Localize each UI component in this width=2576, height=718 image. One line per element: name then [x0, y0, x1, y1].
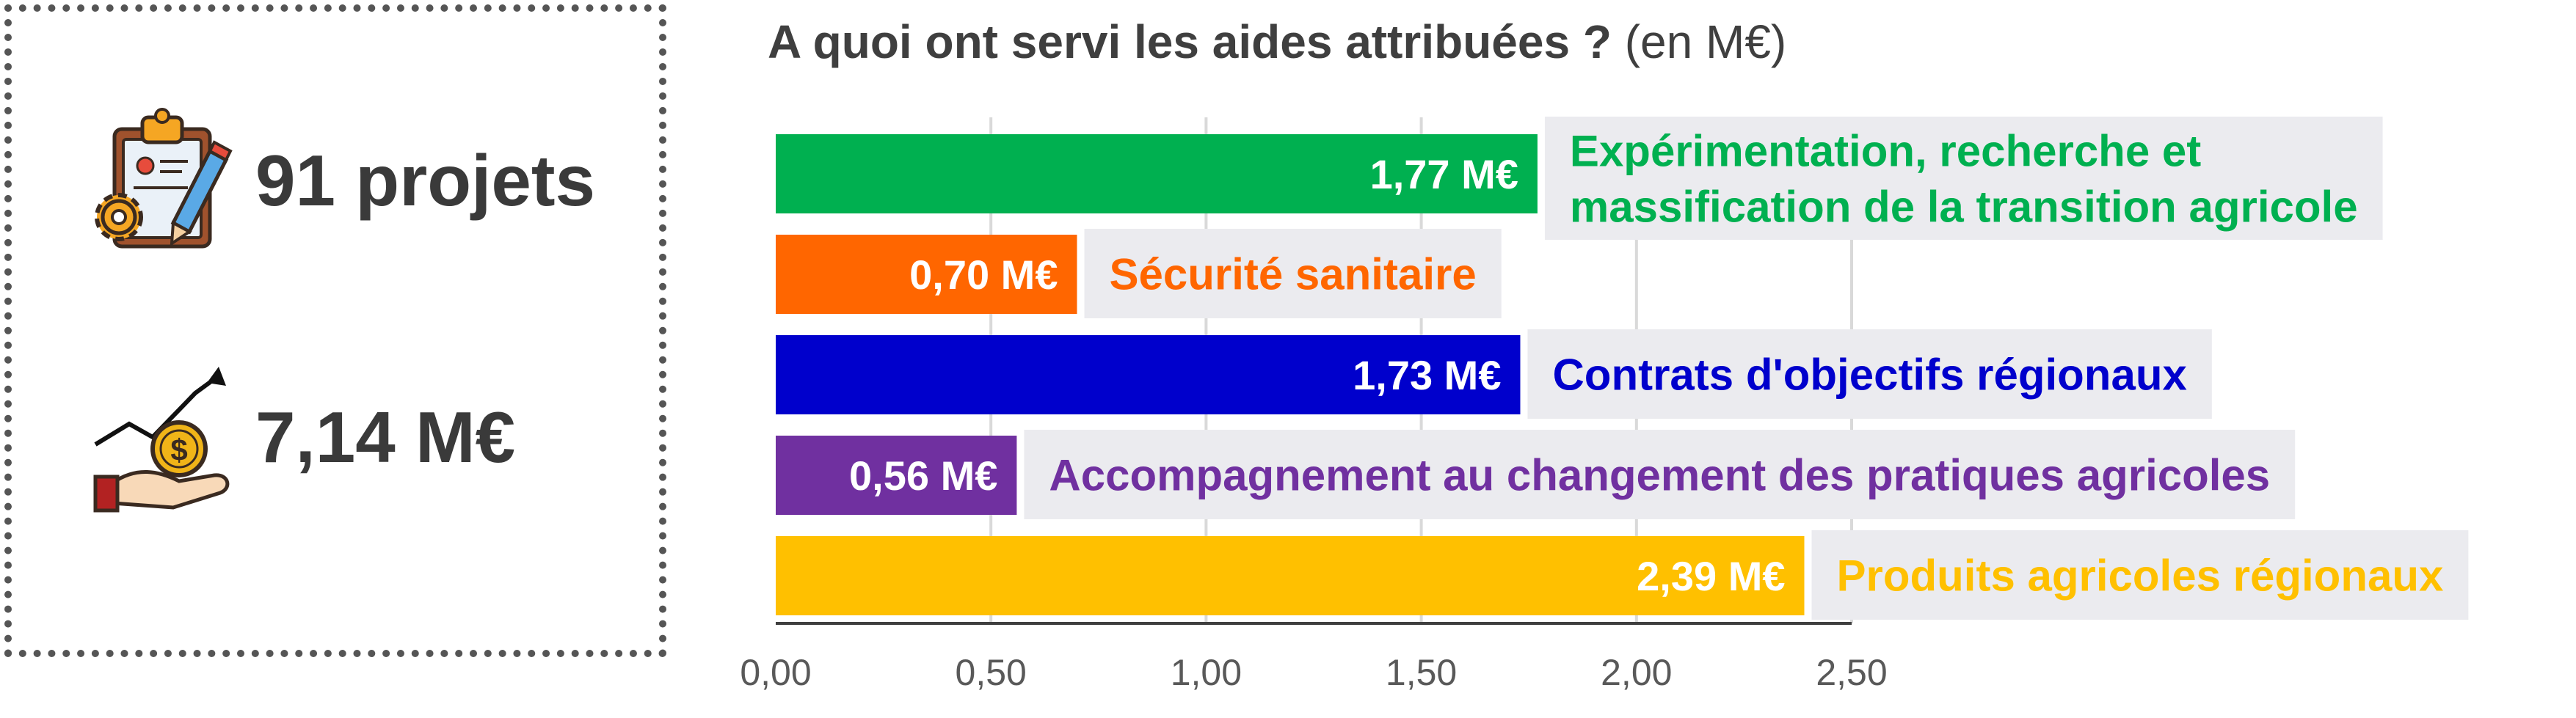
category-label-0-line-1: massification de la transition agricole	[1570, 183, 2358, 232]
x-tick-label-5: 2,50	[1816, 652, 1887, 693]
bar-0	[776, 134, 1538, 213]
clipboard-pencil-gear-icon	[95, 108, 233, 249]
kpi-panel: 91 projets $ 7,14 M€	[4, 4, 666, 657]
chart-title: A quoi ont servi les aides attribuées ? …	[768, 15, 1786, 69]
x-tick-label-2: 1,00	[1171, 652, 1242, 693]
value-label-0: 1,77 M€	[1370, 151, 1518, 197]
x-tick-label-1: 0,50	[956, 652, 1027, 693]
value-label-4: 2,39 M€	[1637, 553, 1785, 599]
category-label-bg-0	[1544, 117, 2383, 240]
kpi-amount-value: 7,14 M€	[255, 396, 516, 477]
x-tick-label-3: 1,50	[1386, 652, 1457, 693]
kpi-amount: $ 7,14 M€	[85, 356, 515, 518]
value-label-3: 0,56 M€	[849, 453, 997, 499]
category-label-1: Sécurité sanitaire	[1109, 250, 1476, 299]
category-label-bg-4	[1811, 530, 2469, 620]
bar-3	[776, 436, 1017, 515]
svg-text:$: $	[170, 433, 187, 467]
bar-2	[776, 335, 1521, 414]
category-label-3: Accompagnement au changement des pratiqu…	[1049, 451, 2270, 500]
category-label-0-line-0: Expérimentation, recherche et	[1570, 127, 2201, 176]
kpi-projects: 91 projets	[85, 100, 595, 261]
bar-4	[776, 536, 1805, 615]
category-label-bg-3	[1024, 430, 2296, 519]
category-label-bg-1	[1084, 229, 1502, 318]
category-label-4: Produits agricoles régionaux	[1836, 552, 2443, 601]
x-tick-label-0: 0,00	[740, 652, 811, 693]
value-label-2: 1,73 M€	[1353, 352, 1501, 398]
hand-coin-growth-icon: $	[93, 367, 230, 513]
category-label-bg-2	[1527, 329, 2212, 419]
chart-title-unit: (en M€)	[1624, 15, 1787, 68]
chart-title-text: A quoi ont servi les aides attribuées ?	[768, 15, 1612, 68]
category-label-2: Contrats d'objectifs régionaux	[1552, 351, 2186, 400]
value-label-1: 0,70 M€	[909, 252, 1058, 298]
bar-1	[776, 235, 1077, 314]
x-tick-label-4: 2,00	[1601, 652, 1672, 693]
kpi-projects-value: 91 projets	[255, 139, 595, 221]
